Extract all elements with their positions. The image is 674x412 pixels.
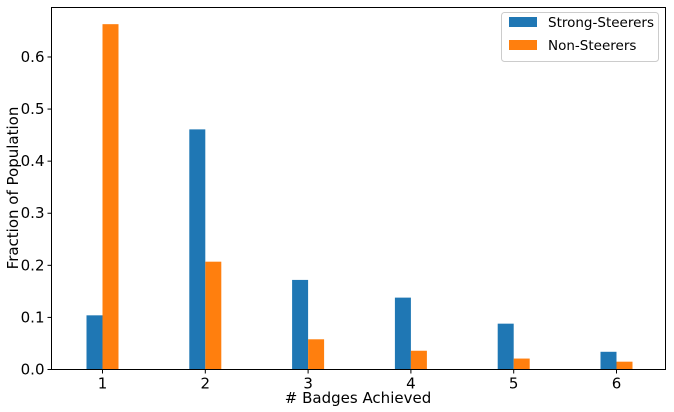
y-axis-ticks: 0.0 0.1 0.2 0.3 0.4 0.5 0.6 (21, 48, 52, 379)
y-tick-label: 0.0 (21, 361, 45, 379)
y-axis-title: Fraction of Population (4, 107, 22, 270)
x-axis-title: # Badges Achieved (285, 389, 431, 407)
bar-non-steerers-1 (102, 24, 119, 370)
plot-frame (51, 7, 666, 370)
y-tick-label: 0.2 (21, 256, 45, 274)
x-tick-label: 3 (303, 375, 313, 393)
bar-strong-steerers-2 (189, 129, 206, 370)
legend-box (501, 12, 659, 62)
y-tick-label: 0.4 (21, 152, 45, 170)
x-tick-label: 2 (201, 375, 211, 393)
bar-non-steerers-2 (205, 261, 222, 370)
bar-strong-steerers-1 (86, 315, 103, 370)
bar-strong-steerers-4 (394, 297, 411, 370)
bar-non-steerers-6 (616, 361, 633, 370)
legend: Strong-Steerers Non-Steerers (501, 12, 659, 62)
bar-group (86, 24, 633, 370)
x-tick-label: 6 (612, 375, 622, 393)
y-tick-label: 0.5 (21, 100, 45, 118)
legend-label-non-steerers: Non-Steerers (548, 38, 636, 54)
bar-non-steerers-5 (513, 358, 530, 370)
x-tick-label: 5 (509, 375, 519, 393)
legend-swatch-strong-steerers (509, 17, 537, 27)
bar-non-steerers-4 (410, 350, 427, 370)
x-axis-ticks: 1 2 3 4 5 6 (98, 369, 622, 393)
bar-strong-steerers-5 (497, 323, 514, 370)
y-tick-label: 0.1 (21, 308, 45, 326)
bar-non-steerers-3 (308, 339, 325, 370)
x-tick-label: 1 (98, 375, 108, 393)
y-tick-label: 0.3 (21, 204, 45, 222)
legend-swatch-non-steerers (509, 40, 537, 50)
legend-label-strong-steerers: Strong-Steerers (548, 15, 654, 31)
x-tick-label: 4 (406, 375, 416, 393)
y-tick-label: 0.6 (21, 48, 45, 66)
bar-strong-steerers-3 (292, 279, 309, 370)
bar-strong-steerers-6 (600, 351, 617, 370)
